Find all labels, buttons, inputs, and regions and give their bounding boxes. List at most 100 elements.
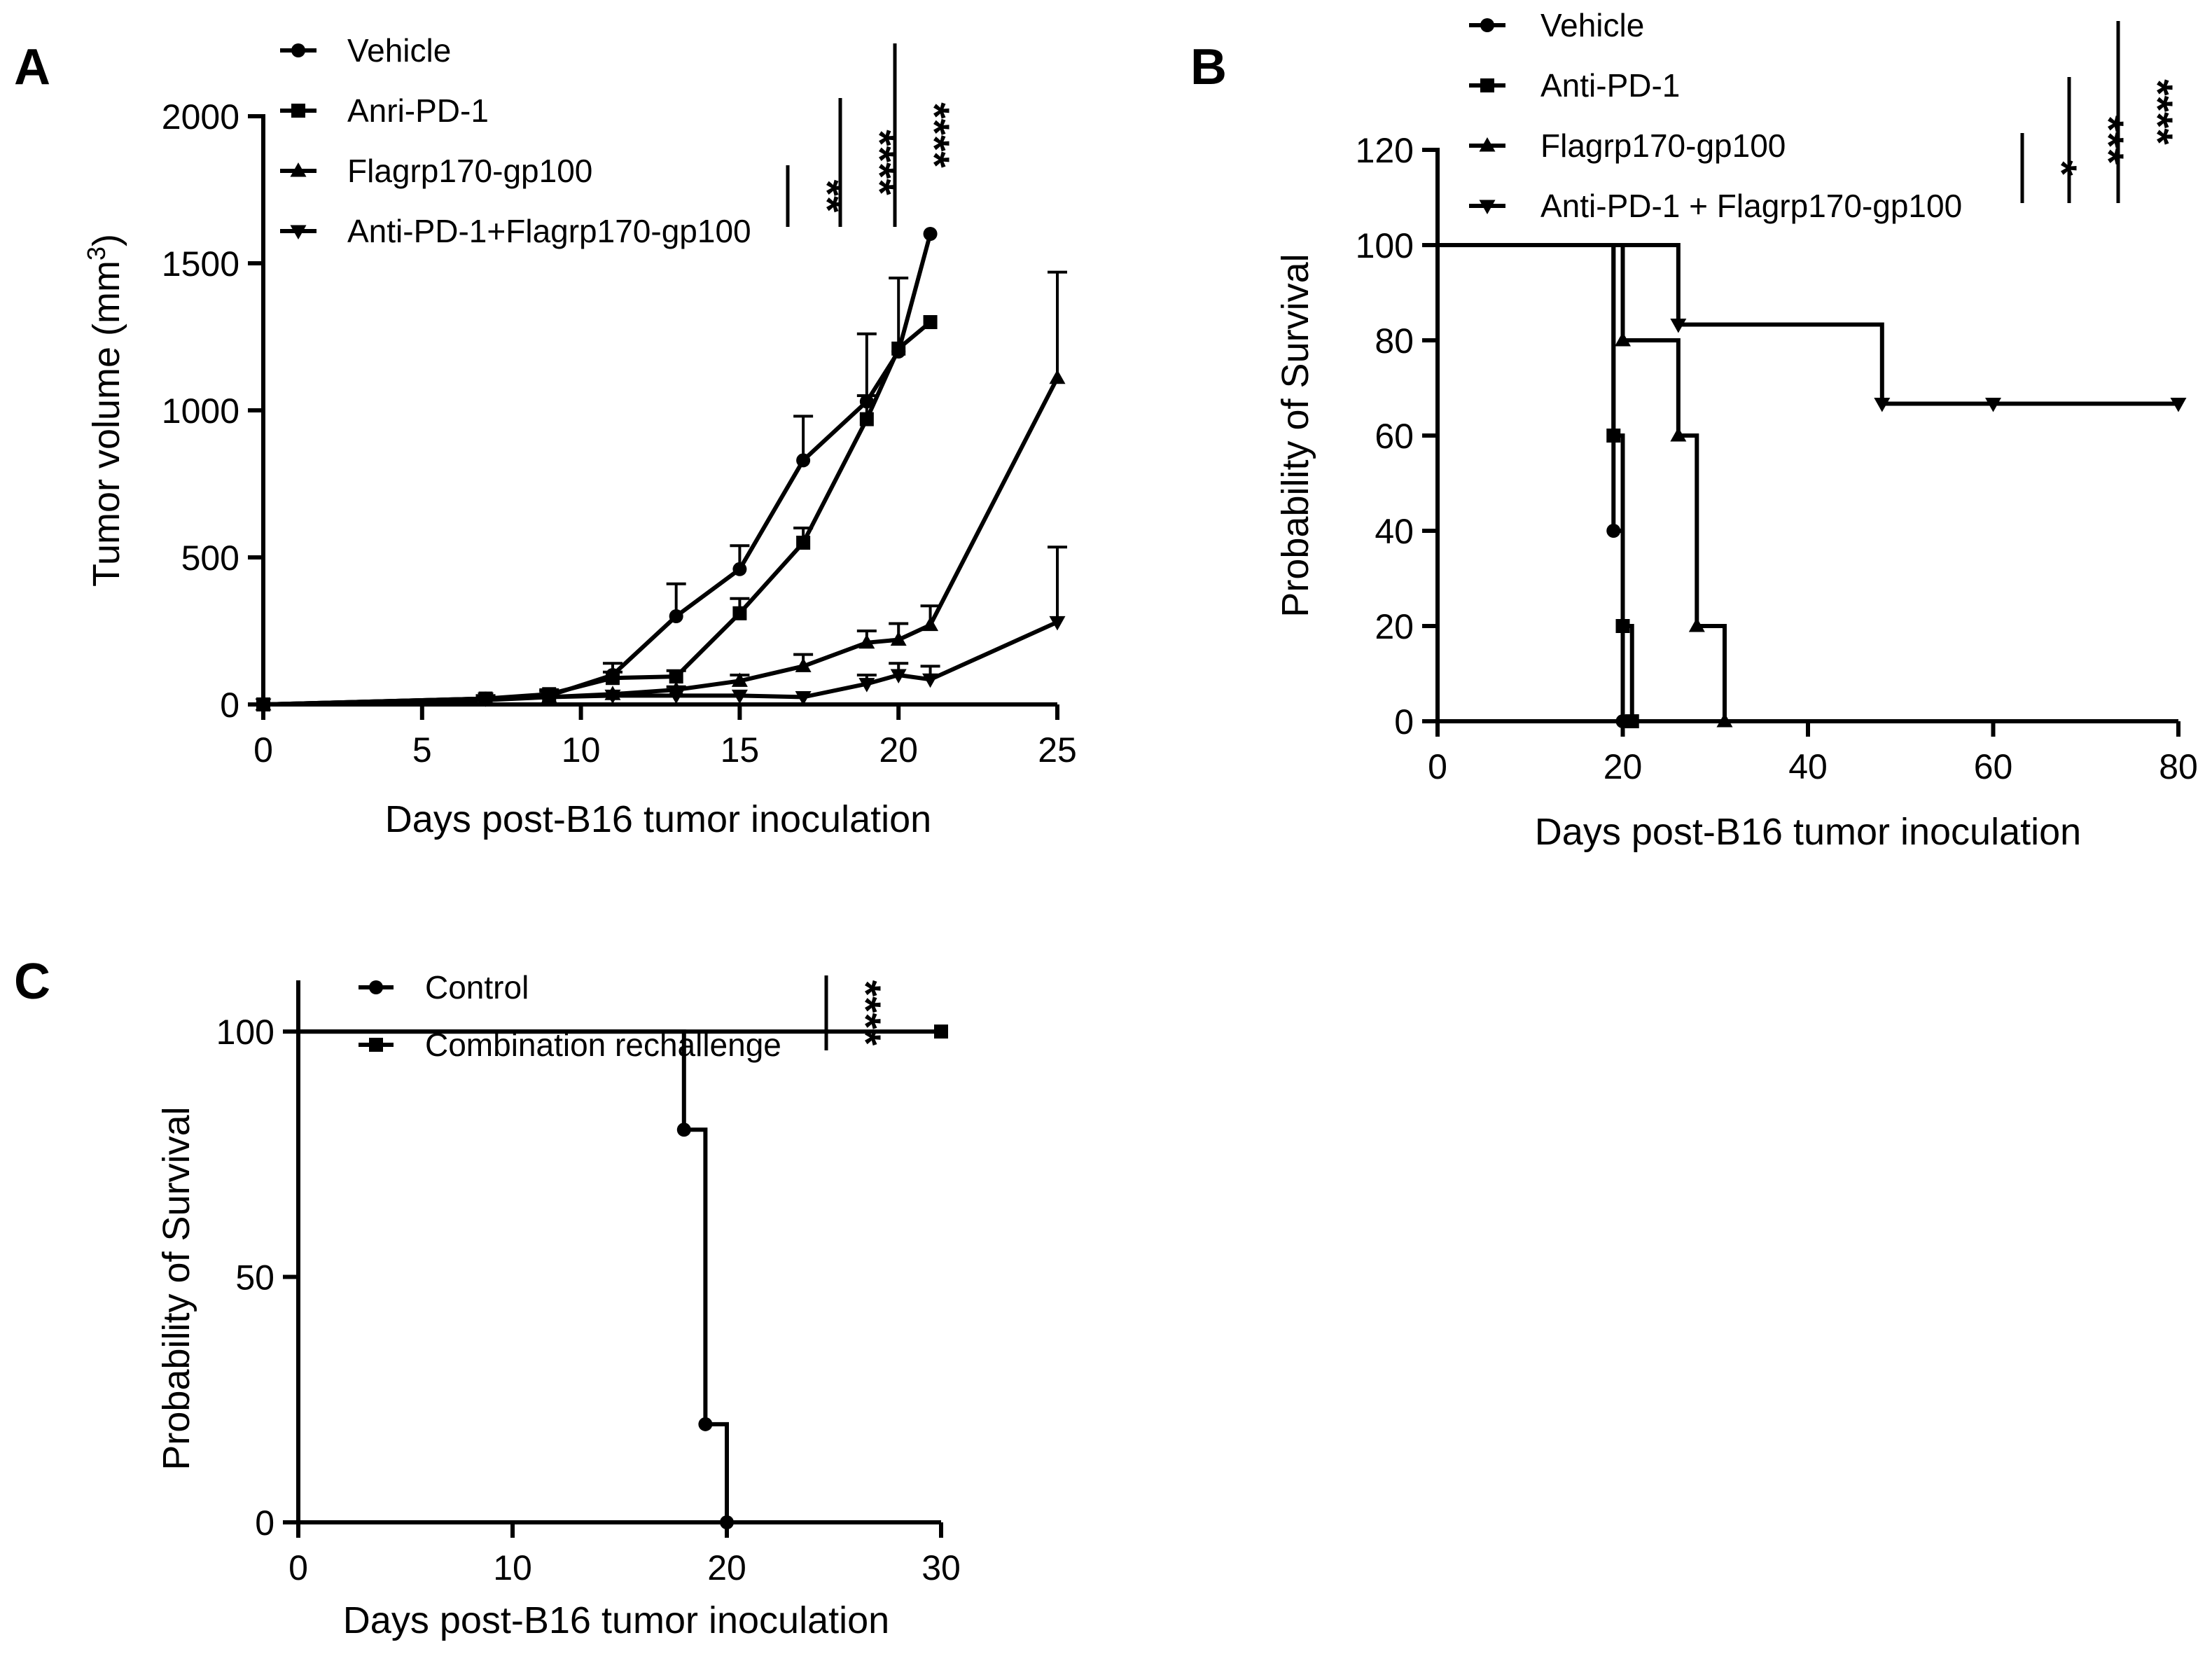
legend-marker (369, 980, 383, 994)
legend-marker (290, 225, 307, 239)
survival-curve-flagrp170-gp100 (1438, 243, 1727, 721)
legend-marker (369, 1038, 383, 1052)
data-point-anti-pd-1-flagrp170-gp100 (922, 673, 939, 688)
legend-item-flagrp170-gp100: Flagrp170-gp100 (1469, 127, 1786, 164)
data-point-anri-pd-1 (796, 536, 811, 550)
series-anti-pd-1-flagrp170-gp100 (1438, 243, 2187, 412)
series-anti-pd-1-flagrp170-gp100 (255, 545, 1067, 713)
legend-item-anti-pd-1-flagrp170-gp100: Anti-PD-1 + Flagrp170-gp100 (1469, 188, 1962, 224)
significance-stars: * (2038, 160, 2085, 176)
x-tick-label: 80 (2159, 747, 2198, 786)
significance-stars: *** (2085, 116, 2132, 165)
data-point-control (698, 1417, 713, 1431)
legend-item-flagrp170-gp100: Flagrp170-gp100 (280, 153, 592, 189)
x-tick-label: 0 (288, 1548, 308, 1587)
legend-item-combination-rechallenge: Combination rechallenge (359, 1027, 781, 1063)
x-tick-label: 20 (879, 730, 918, 770)
data-point-anti-pd-1-flagrp170-gp100 (478, 693, 494, 707)
data-point-anti-pd-1-flagrp170-gp100 (1874, 397, 1891, 412)
legend-item-vehicle: Vehicle (1469, 7, 1644, 43)
y-axis-title: Probability of Survival (1274, 253, 1316, 617)
y-axis-title-main: Tumor volume (mm (85, 260, 127, 587)
legend-item-anti-pd-1-flagrp170-gp100: Anti-PD-1+Flagrp170-gp100 (280, 213, 751, 249)
data-point-anti-pd-1-flagrp170-gp100 (1049, 616, 1066, 631)
data-point-anri-pd-1 (605, 671, 620, 686)
x-axis-title: Days post-B16 tumor inoculation (1535, 811, 2081, 853)
x-tick-label: 20 (707, 1548, 746, 1587)
legend-item-anti-pd-1: Anti-PD-1 (1469, 67, 1680, 104)
x-axis-title: Days post-B16 tumor inoculation (343, 1599, 889, 1641)
data-point-combination-rechallenge (934, 1024, 948, 1039)
series-flagrp170-gp100 (1438, 243, 1733, 728)
y-axis-title-close: ) (85, 234, 127, 246)
data-point-anri-pd-1 (891, 341, 906, 356)
x-tick-label: 40 (1788, 747, 1828, 786)
x-tick-label: 25 (1038, 730, 1077, 770)
data-point-anti-pd-1 (1606, 429, 1621, 443)
data-point-vehicle (796, 453, 811, 468)
significance-stars: **** (911, 102, 958, 168)
data-point-flagrp170-gp100 (1670, 427, 1687, 442)
panel-b-survival-chart: B 0 20 40 60 80 0 20 40 60 80 100 120 Days post-B16 t… (1190, 7, 2198, 853)
data-point-anti-pd-1-flagrp170-gp100 (795, 691, 812, 706)
series-line-flagrp170-gp100 (263, 377, 1059, 707)
data-point-flagrp170-gp100 (731, 672, 748, 687)
series-anri-pd-1 (256, 315, 938, 711)
survival-curve-anti-pd-1-flagrp170-gp100 (1438, 243, 2178, 406)
legend-label: Vehicle (347, 32, 451, 69)
data-point-anti-pd-1-flagrp170-gp100 (890, 669, 907, 683)
data-point-anti-pd-1 (1615, 619, 1630, 633)
series-control (298, 1029, 734, 1529)
data-point-anti-pd-1-flagrp170-gp100 (858, 678, 875, 693)
data-point-control (720, 1515, 734, 1529)
data-point-anti-pd-1-flagrp170-gp100 (1985, 397, 2001, 412)
legend-marker (291, 104, 305, 118)
y-tick-label: 0 (220, 686, 239, 725)
data-point-anti-pd-1 (1625, 714, 1639, 728)
x-tick-label: 15 (721, 730, 760, 770)
y-axis-title: Tumor volume (mm3) (82, 234, 128, 587)
x-tick-label: 10 (562, 730, 601, 770)
legend: Control Combination rechallenge (359, 969, 781, 1063)
data-point-vehicle (923, 227, 938, 241)
survival-curve-anti-pd-1 (1438, 243, 1634, 721)
legend-label: Flagrp170-gp100 (347, 153, 592, 189)
y-tick-label: 120 (1356, 131, 1414, 170)
data-point-vehicle (732, 562, 747, 576)
legend-label: Anri-PD-1 (347, 92, 489, 129)
legend-item-anri-pd-1: Anri-PD-1 (280, 92, 489, 129)
y-tick-label: 20 (1375, 607, 1414, 646)
series-anti-pd-1 (1438, 243, 1639, 728)
data-point-anri-pd-1 (669, 669, 683, 684)
data-point-flagrp170-gp100 (922, 616, 939, 632)
data-point-flagrp170-gp100 (1716, 713, 1733, 728)
series-flagrp170-gp100 (255, 270, 1067, 711)
data-point-vehicle (669, 609, 683, 623)
data-point-flagrp170-gp100 (1688, 618, 1705, 632)
y-tick-label: 100 (1356, 226, 1414, 265)
y-axis-title-main: Probability of Survival (1274, 253, 1316, 617)
data-point-anri-pd-1 (732, 606, 747, 620)
panel-label: C (14, 954, 50, 1010)
x-axis-title: Days post-B16 tumor inoculation (385, 798, 931, 840)
significance-stars: ** (804, 180, 851, 213)
y-tick-label: 0 (255, 1503, 274, 1543)
series-line-vehicle (263, 233, 933, 707)
data-point-anti-pd-1-flagrp170-gp100 (541, 691, 557, 706)
legend-marker (1479, 200, 1496, 214)
legend-label: Flagrp170-gp100 (1540, 127, 1786, 164)
panel-label: B (1190, 39, 1227, 95)
data-point-anti-pd-1-flagrp170-gp100 (731, 689, 748, 704)
y-tick-label: 1500 (162, 244, 239, 284)
data-point-anti-pd-1-flagrp170-gp100 (1670, 319, 1687, 333)
y-tick-label: 0 (1394, 702, 1414, 742)
data-point-vehicle (1606, 524, 1621, 538)
y-axis-title-main: Probability of Survival (155, 1106, 197, 1470)
x-tick-label: 20 (1604, 747, 1643, 786)
panel-c-rechallenge-survival-chart: C 0 10 20 30 0 50 100 Days post-B16 tumor inocul… (14, 954, 961, 1641)
legend-marker (1479, 137, 1496, 152)
legend: Vehicle Anri-PD-1 Flagrp170-gp100 Anti-PD-1… (280, 32, 751, 249)
legend-label: Anti-PD-1 (1540, 67, 1680, 104)
legend: Vehicle Anti-PD-1 Flagrp170-gp100 Anti-PD-1… (1469, 7, 1962, 224)
